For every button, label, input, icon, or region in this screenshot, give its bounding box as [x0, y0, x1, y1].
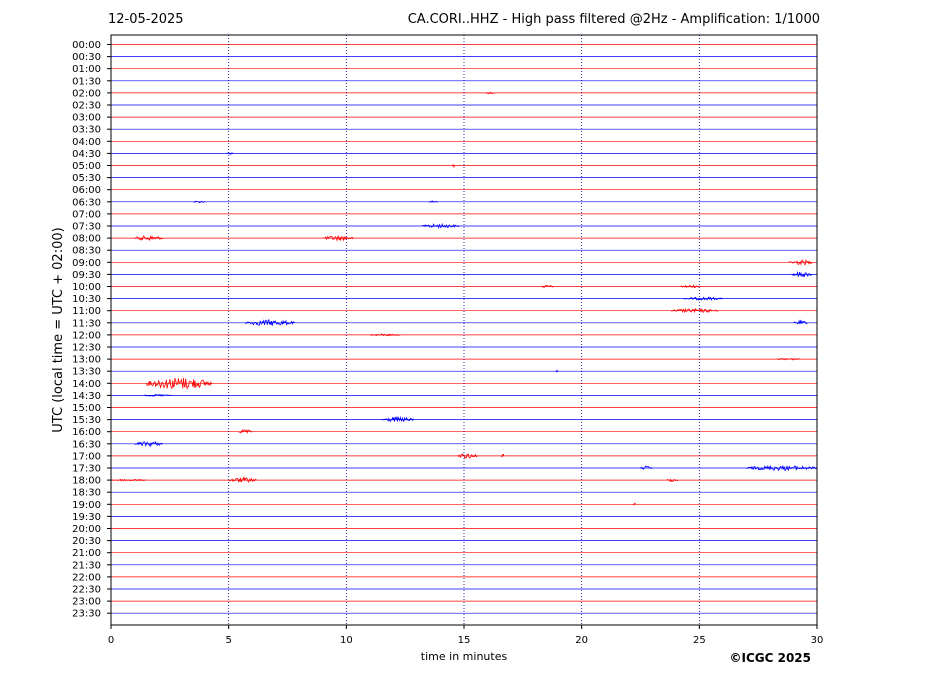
- seismic-event: [485, 91, 495, 95]
- y-tick-label: 02:30: [72, 101, 101, 112]
- y-tick-label: 15:30: [72, 415, 101, 426]
- y-tick-label: 04:00: [72, 137, 101, 148]
- y-tick-label: 18:00: [72, 476, 101, 487]
- y-tick-label: 17:30: [72, 464, 101, 475]
- seismic-event: [791, 271, 813, 278]
- seismic-event: [793, 319, 808, 325]
- y-tick-label: 08:00: [72, 234, 101, 245]
- seismic-event: [746, 464, 818, 472]
- y-tick-label: 22:00: [72, 572, 101, 583]
- seismic-event: [193, 200, 206, 204]
- y-tick-label: 13:00: [72, 355, 101, 366]
- seismic-event: [451, 164, 455, 168]
- x-tick-label: 0: [108, 635, 114, 646]
- y-tick-label: 07:00: [72, 209, 101, 220]
- date-label: 12-05-2025: [108, 12, 184, 27]
- y-tick-label: 12:00: [72, 330, 101, 341]
- y-tick-label: 22:30: [72, 585, 101, 596]
- seismic-event: [134, 440, 164, 448]
- x-tick-label: 20: [575, 635, 588, 646]
- seismic-event: [670, 307, 719, 314]
- seismic-event: [381, 415, 415, 423]
- y-tick-label: 04:30: [72, 149, 101, 160]
- seismic-event: [226, 152, 234, 155]
- y-tick-label: 16:30: [72, 439, 101, 450]
- y-tick-label: 07:30: [72, 222, 101, 233]
- y-tick-label: 03:00: [72, 113, 101, 124]
- y-tick-label: 16:00: [72, 427, 101, 438]
- seismic-event: [640, 465, 653, 470]
- y-tick-label: 20:00: [72, 524, 101, 535]
- x-tick-label: 5: [225, 635, 231, 646]
- seismic-event: [369, 333, 401, 337]
- seismic-event: [633, 502, 637, 506]
- seismic-event: [237, 429, 253, 434]
- y-tick-label: 12:30: [72, 343, 101, 354]
- x-axis-label: time in minutes: [421, 650, 508, 663]
- y-tick-label: 21:30: [72, 560, 101, 571]
- seismic-event: [145, 377, 213, 390]
- y-tick-label: 05:00: [72, 161, 101, 172]
- seismic-event: [555, 369, 559, 373]
- seismic-event: [776, 358, 801, 361]
- y-tick-label: 00:30: [72, 52, 101, 63]
- x-tick-label: 30: [811, 635, 824, 646]
- y-tick-label: 21:00: [72, 548, 101, 559]
- seismic-event: [682, 296, 724, 301]
- seismic-event: [134, 234, 163, 242]
- chart-title: CA.CORI..HHZ - High pass filtered @2Hz -…: [407, 12, 820, 27]
- y-tick-label: 03:30: [72, 125, 101, 136]
- y-tick-label: 09:30: [72, 270, 101, 281]
- y-tick-label: 10:30: [72, 294, 101, 305]
- seismic-event: [322, 235, 354, 242]
- y-tick-label: 08:30: [72, 246, 101, 257]
- y-tick-label: 14:30: [72, 391, 101, 402]
- vertical-gridlines: [228, 35, 700, 625]
- x-tick-label: 25: [693, 635, 706, 646]
- y-tick-label: 06:30: [72, 197, 101, 208]
- y-tick-label: 15:00: [72, 403, 101, 414]
- seismic-event: [456, 453, 479, 459]
- y-tick-label: 20:30: [72, 536, 101, 547]
- y-tick-label: 05:30: [72, 173, 101, 184]
- y-tick-label: 09:00: [72, 258, 101, 269]
- y-tick-label: 11:30: [72, 318, 101, 329]
- y-tick-label: 14:00: [72, 379, 101, 390]
- x-axis: 0 5 10 15 20 25 30: [108, 625, 824, 646]
- y-tick-label: 19:00: [72, 500, 101, 511]
- seismic-event: [541, 284, 554, 288]
- y-tick-label: 19:30: [72, 512, 101, 523]
- y-tick-label: 10:00: [72, 282, 101, 293]
- y-tick-label: 01:30: [72, 76, 101, 87]
- y-tick-label: 13:30: [72, 367, 101, 378]
- seismic-event: [501, 454, 505, 458]
- y-tick-label: 17:00: [72, 451, 101, 462]
- y-tick-label: 23:30: [72, 609, 101, 620]
- x-tick-label: 10: [340, 635, 353, 646]
- seismic-event: [421, 222, 460, 230]
- seismic-event: [228, 476, 258, 483]
- y-axis-label: UTC (local time = UTC + 02:00): [51, 227, 66, 432]
- y-tick-label: 02:00: [72, 88, 101, 99]
- seismic-event: [110, 478, 147, 482]
- copyright-label: ©ICGC 2025: [729, 651, 811, 665]
- seismic-event: [788, 259, 813, 266]
- seismic-event: [244, 318, 295, 327]
- y-tick-label: 06:00: [72, 185, 101, 196]
- seismic-event: [680, 284, 700, 289]
- x-tick-label: 15: [458, 635, 471, 646]
- y-tick-label: 11:00: [72, 306, 101, 317]
- seismic-event: [428, 200, 439, 203]
- y-tick-label: 18:30: [72, 488, 101, 499]
- y-tick-label: 01:00: [72, 64, 101, 75]
- y-tick-label: 23:00: [72, 597, 101, 608]
- seismic-event: [143, 393, 173, 397]
- seismic-event: [666, 478, 679, 483]
- y-tick-label: 00:00: [72, 40, 101, 51]
